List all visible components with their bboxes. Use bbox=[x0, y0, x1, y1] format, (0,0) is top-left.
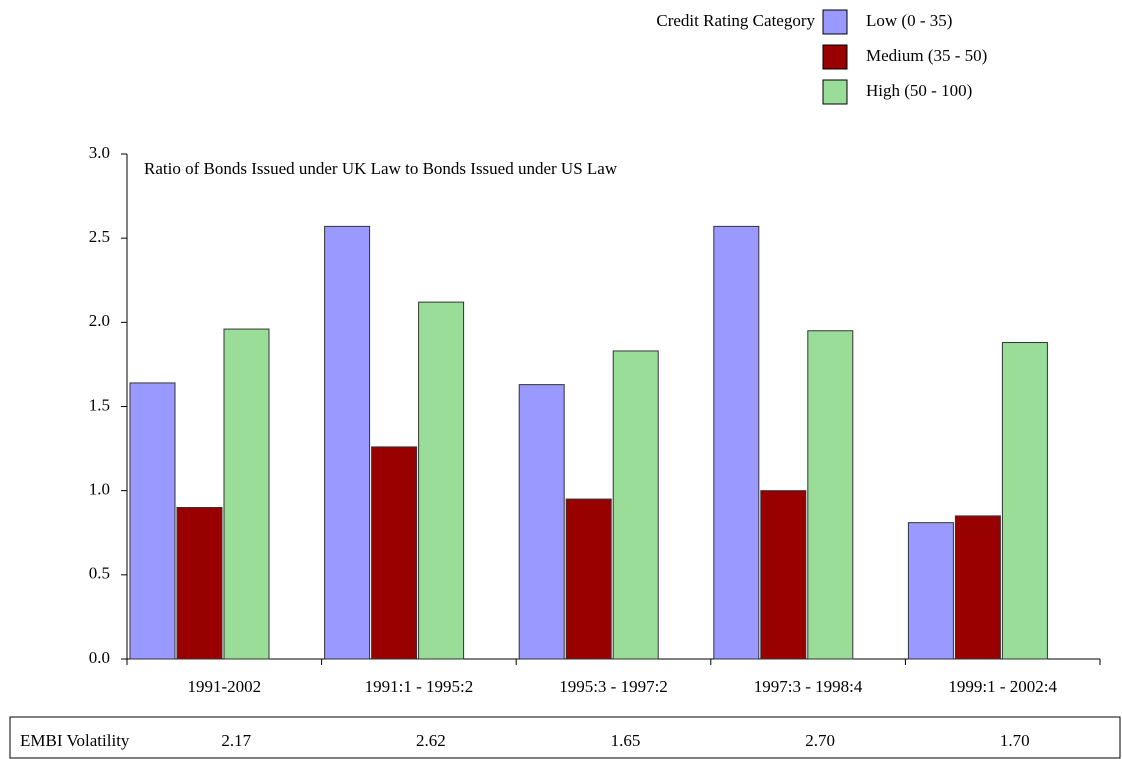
x-tick-label: 1995:3 - 1997:2 bbox=[559, 677, 668, 696]
x-tick-label: 1991-2002 bbox=[187, 677, 261, 696]
bar bbox=[371, 446, 418, 660]
legend-label: Medium (35 - 50) bbox=[866, 46, 987, 65]
bar bbox=[129, 382, 176, 660]
bar bbox=[954, 515, 1001, 660]
legend-label: Low (0 - 35) bbox=[866, 11, 952, 30]
legend-swatch bbox=[822, 44, 848, 70]
bar bbox=[1001, 342, 1048, 660]
bar bbox=[223, 328, 270, 660]
y-tick-label: 0.0 bbox=[89, 648, 110, 667]
bar bbox=[518, 384, 565, 660]
y-tick-label: 3.0 bbox=[89, 143, 110, 162]
x-tick-label: 1997:3 - 1998:4 bbox=[754, 677, 863, 696]
table-value: 2.62 bbox=[416, 731, 446, 750]
table-value: 1.65 bbox=[611, 731, 641, 750]
legend-title: Credit Rating Category bbox=[656, 11, 815, 30]
legend-swatch bbox=[822, 9, 848, 35]
bar bbox=[176, 507, 223, 660]
y-tick-label: 2.5 bbox=[89, 227, 110, 246]
bar bbox=[418, 301, 465, 660]
y-tick-label: 1.5 bbox=[89, 395, 110, 414]
bar bbox=[565, 498, 612, 660]
y-tick-label: 2.0 bbox=[89, 311, 110, 330]
chart-title: Ratio of Bonds Issued under UK Law to Bo… bbox=[144, 159, 618, 178]
x-tick-label: 1999:1 - 2002:4 bbox=[948, 677, 1057, 696]
legend-swatch bbox=[822, 79, 848, 105]
table-row-label: EMBI Volatility bbox=[20, 731, 130, 750]
bar bbox=[612, 350, 659, 660]
bar bbox=[324, 225, 371, 660]
table-value: 1.70 bbox=[1000, 731, 1030, 750]
y-tick-label: 1.0 bbox=[89, 480, 110, 499]
legend-label: High (50 - 100) bbox=[866, 81, 972, 100]
bar bbox=[713, 225, 760, 660]
x-tick-label: 1991:1 - 1995:2 bbox=[365, 677, 474, 696]
y-tick-label: 0.5 bbox=[89, 564, 110, 583]
table-value: 2.17 bbox=[221, 731, 251, 750]
table-border bbox=[9, 716, 1121, 759]
bar bbox=[907, 522, 954, 660]
table-value: 2.70 bbox=[805, 731, 835, 750]
bar bbox=[760, 490, 807, 660]
bar bbox=[807, 330, 854, 660]
